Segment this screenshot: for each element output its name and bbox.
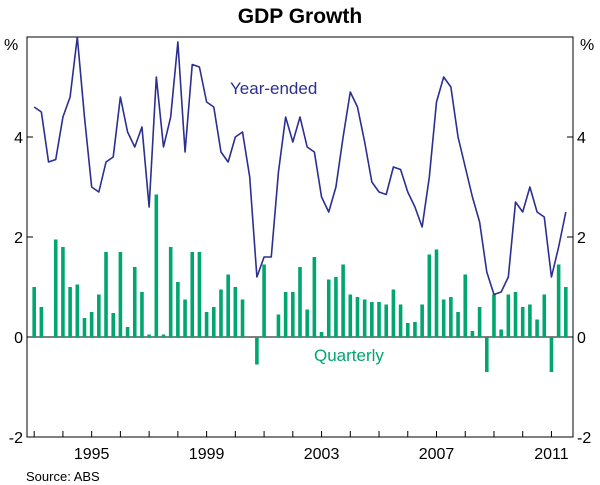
quarterly-bar <box>283 292 288 337</box>
quarterly-bar <box>183 299 187 337</box>
quarterly-bar <box>477 307 482 337</box>
y-tick-label-left: 4 <box>14 130 23 147</box>
y-axis-left: -2 0 2 4 <box>9 130 33 447</box>
quarterly-bar <box>233 287 238 337</box>
quarterly-bar <box>549 337 554 372</box>
quarterly-bar <box>154 194 159 337</box>
quarterly-bar <box>513 292 518 337</box>
quarterly-bar <box>370 302 374 337</box>
quarterly-bar <box>211 307 216 337</box>
x-tick-label: 2007 <box>419 446 455 463</box>
x-axis: 1995 1999 2003 2007 2011 <box>33 431 569 463</box>
quarterly-bar <box>118 252 123 337</box>
y-tick-label-right: 0 <box>577 330 586 347</box>
quarterly-bar <box>362 299 367 337</box>
quarterly-bar <box>492 294 496 337</box>
series-label-quarterly: Quarterly <box>314 346 384 365</box>
quarterly-bar <box>204 312 209 337</box>
quarterly-bar <box>506 294 511 337</box>
y-tick-label-right: 2 <box>577 230 586 247</box>
y-tick-label-right: 4 <box>577 130 586 147</box>
quarterly-bar <box>520 307 525 337</box>
quarterly-bar <box>226 274 230 337</box>
y-tick-label-left: 2 <box>14 230 23 247</box>
quarterly-bar <box>176 282 180 337</box>
quarterly-bar <box>528 304 532 337</box>
quarterly-bar <box>305 309 309 337</box>
year-ended-line <box>33 36 567 296</box>
quarterly-bar <box>53 239 58 337</box>
quarterly-bar <box>391 289 396 337</box>
quarterly-bar <box>97 294 101 337</box>
quarterly-bar <box>75 284 80 337</box>
quarterly-bar <box>140 292 144 337</box>
quarterly-bar <box>377 302 381 337</box>
quarterly-bar <box>456 312 460 337</box>
quarterly-bar <box>326 279 331 337</box>
quarterly-bar <box>168 247 173 337</box>
quarterly-bar <box>319 332 324 337</box>
x-tick-label: 2003 <box>304 446 340 463</box>
quarterly-bar <box>405 323 410 337</box>
quarterly-bar <box>420 304 424 337</box>
y-unit-right: % <box>580 37 594 54</box>
quarterly-bar <box>255 337 259 365</box>
quarterly-bar <box>111 313 116 337</box>
quarterly-bar <box>82 318 87 337</box>
quarterly-bar <box>499 329 503 337</box>
quarterly-bar <box>39 307 44 337</box>
quarterly-bar <box>89 312 94 337</box>
quarterly-bar <box>104 252 108 337</box>
series-label-year-ended: Year-ended <box>230 79 317 98</box>
x-tick-label: 1999 <box>189 446 225 463</box>
source-note: Source: ABS <box>26 469 100 484</box>
quarterly-bar <box>240 299 245 337</box>
quarterly-bar <box>61 247 65 337</box>
quarterly-bar <box>262 264 266 337</box>
quarterly-bar <box>190 252 195 337</box>
quarterly-bar <box>535 319 539 337</box>
y-unit-left: % <box>4 37 18 54</box>
quarterly-bar <box>463 274 468 337</box>
quarterly-bar <box>132 267 137 337</box>
quarterly-bar <box>68 287 72 337</box>
quarterly-bar <box>413 322 417 337</box>
quarterly-bar <box>341 264 345 337</box>
chart-title: GDP Growth <box>238 5 362 28</box>
quarterly-bar <box>147 334 151 337</box>
quarterly-bars <box>32 194 568 372</box>
quarterly-bar <box>449 297 453 337</box>
quarterly-bar <box>312 257 317 337</box>
quarterly-bar <box>427 254 432 337</box>
quarterly-bar <box>32 287 36 337</box>
quarterly-bar <box>276 314 281 337</box>
quarterly-bar <box>434 249 439 337</box>
quarterly-bar <box>161 334 166 337</box>
quarterly-bar <box>334 277 338 337</box>
y-tick-label-left: -2 <box>9 430 23 447</box>
quarterly-bar <box>291 292 295 337</box>
quarterly-bar <box>355 297 360 337</box>
y-axis-right: -2 0 2 4 <box>567 130 591 447</box>
quarterly-bar <box>470 331 475 337</box>
y-tick-label-left: 0 <box>14 330 23 347</box>
quarterly-bar <box>348 294 353 337</box>
quarterly-bar <box>542 294 547 337</box>
x-tick-label: 2011 <box>534 446 569 463</box>
quarterly-bar <box>484 337 489 372</box>
y-tick-label-right: -2 <box>577 430 591 447</box>
x-tick-label: 1995 <box>74 446 110 463</box>
quarterly-bar <box>197 252 202 337</box>
quarterly-bar <box>125 327 130 337</box>
quarterly-bar <box>384 304 389 337</box>
quarterly-bar <box>398 304 403 337</box>
quarterly-bar <box>298 267 302 337</box>
quarterly-bar <box>556 264 561 337</box>
quarterly-bar <box>441 299 446 337</box>
quarterly-bar <box>564 287 568 337</box>
quarterly-bar <box>219 289 223 337</box>
